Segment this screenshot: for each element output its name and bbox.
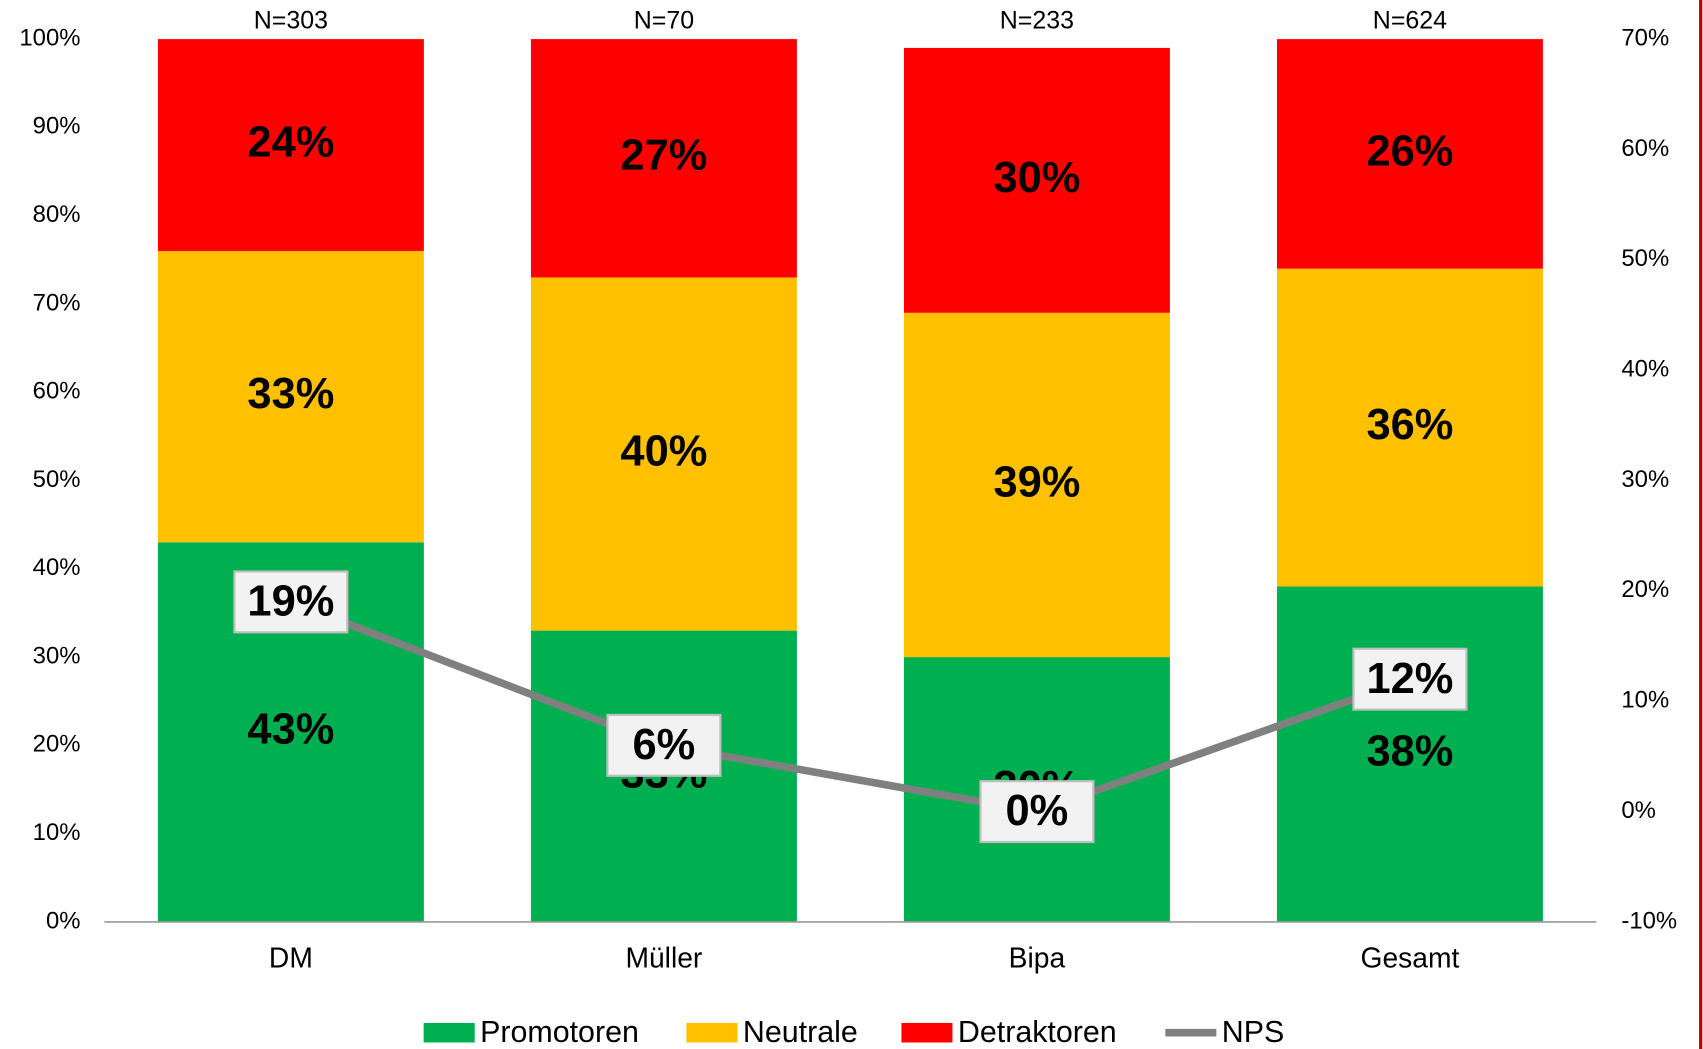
- y2-tick-label: 30%: [1621, 466, 1669, 493]
- data-label: 0%: [1006, 787, 1069, 835]
- data-label: 19%: [247, 578, 334, 626]
- bar-segment: [530, 39, 797, 278]
- y-tick-label: 80%: [33, 201, 81, 228]
- bar-segment: [903, 312, 1170, 658]
- nps-label-box: [606, 713, 722, 777]
- sample-size: N=624: [1373, 6, 1447, 34]
- data-label: 39%: [993, 458, 1080, 506]
- y2-tick-label: 20%: [1621, 576, 1669, 603]
- data-label: 40%: [620, 428, 707, 476]
- y-tick-label: 30%: [33, 642, 81, 669]
- legend-label: Promotoren: [480, 1015, 639, 1049]
- y2-tick-label: 70%: [1621, 24, 1669, 51]
- y2-tick-label: 50%: [1621, 245, 1669, 272]
- legend-swatch: [423, 1022, 475, 1043]
- data-label: 36%: [1366, 401, 1453, 449]
- sample-size: N=303: [254, 6, 328, 34]
- data-label: 12%: [1366, 655, 1453, 703]
- bar-segment: [157, 39, 424, 251]
- y-tick-label: 50%: [33, 466, 81, 493]
- legend-label: Detraktoren: [958, 1015, 1117, 1049]
- y-tick-label: 20%: [33, 731, 81, 758]
- y-tick-label: 90%: [33, 113, 81, 140]
- y-tick-label: 10%: [33, 819, 81, 846]
- data-label: 43%: [247, 706, 334, 754]
- y2-tick-label: 10%: [1621, 687, 1669, 714]
- legend-label: NPS: [1222, 1015, 1285, 1049]
- bar-segment: [1276, 39, 1543, 269]
- bar-segment: [157, 250, 424, 543]
- nps-label-box: [233, 570, 349, 634]
- x-tick-label: DM: [269, 941, 313, 973]
- data-label: 26%: [1366, 127, 1453, 175]
- x-tick-label: Müller: [625, 941, 702, 973]
- data-label: 38%: [1366, 728, 1453, 776]
- nps-label-box: [979, 780, 1095, 844]
- data-label: 30%: [993, 154, 1080, 202]
- bar-segment: [1276, 586, 1543, 922]
- y-tick-label: 60%: [33, 378, 81, 405]
- y2-tick-label: 0%: [1621, 797, 1656, 824]
- sample-size: N=70: [634, 6, 694, 34]
- x-tick-label: Gesamt: [1361, 941, 1460, 973]
- x-tick-label: Bipa: [1009, 941, 1066, 973]
- y2-tick-label: 40%: [1621, 355, 1669, 382]
- legend-swatch: [901, 1022, 953, 1043]
- legend-label: Neutrale: [743, 1015, 858, 1049]
- data-label: 33%: [247, 370, 334, 418]
- y2-tick-label: 60%: [1621, 135, 1669, 162]
- data-label: 6%: [633, 721, 696, 769]
- bar-segment: [1276, 268, 1543, 587]
- y-tick-label: 100%: [19, 24, 80, 51]
- y-tick-label: 0%: [46, 907, 81, 934]
- y2-tick-label: -10%: [1621, 907, 1677, 934]
- legend-swatch: [686, 1022, 738, 1043]
- sample-size: N=233: [1000, 6, 1074, 34]
- bar-segment: [903, 47, 1170, 313]
- data-label: 27%: [620, 132, 707, 180]
- nps-line: [289, 598, 1412, 816]
- y-tick-label: 40%: [33, 554, 81, 581]
- y-tick-label: 70%: [33, 289, 81, 316]
- data-label: 24%: [247, 119, 334, 167]
- nps-label-box: [1352, 647, 1468, 711]
- bar-segment: [530, 277, 797, 631]
